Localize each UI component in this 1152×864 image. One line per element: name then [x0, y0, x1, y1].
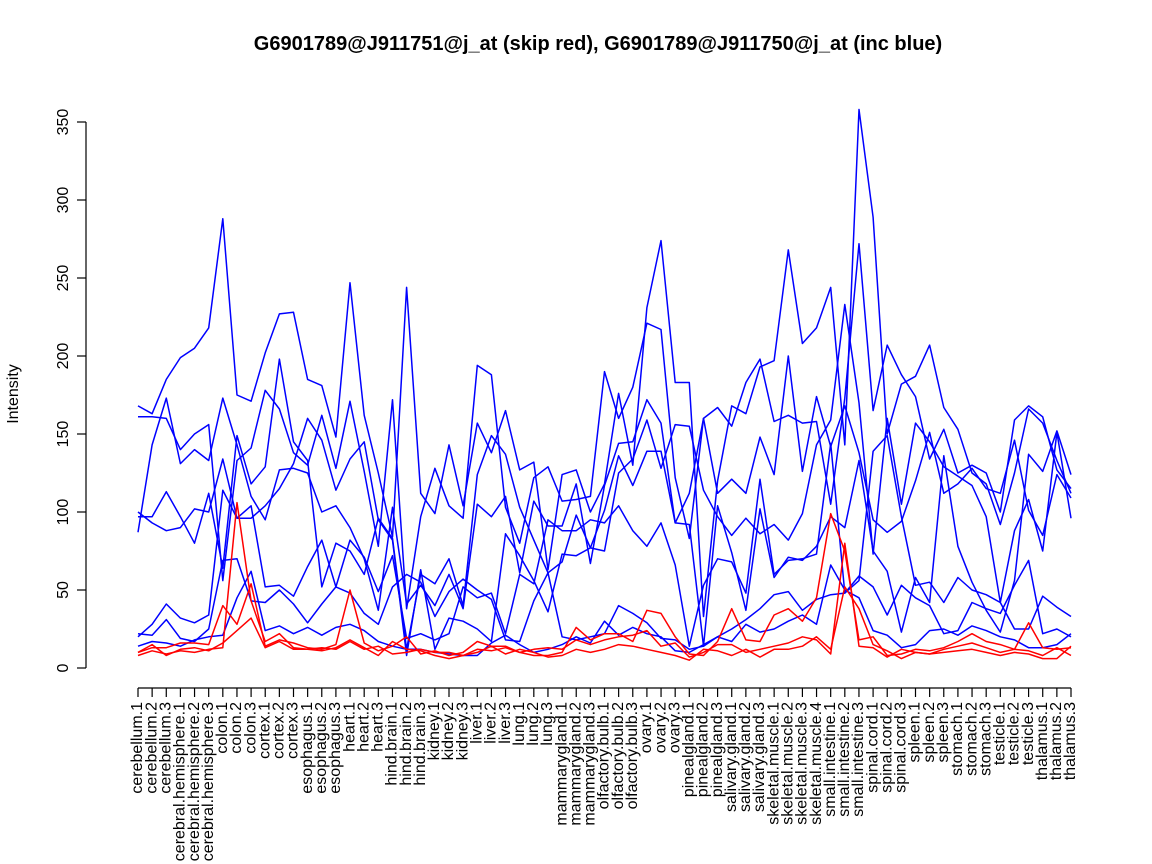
x-tick-label: heart.2 — [355, 702, 372, 752]
x-tick-label: testicle.2 — [1006, 702, 1023, 765]
x-tick-label: ovary.2 — [652, 702, 669, 753]
x-tick-label: olfactory.bulb.1 — [596, 702, 613, 809]
series-line — [137, 558, 1072, 651]
x-tick-label: pinealgland.2 — [695, 702, 712, 797]
y-tick-label: 50 — [55, 581, 72, 599]
y-tick-label: 300 — [55, 187, 72, 214]
series-line — [138, 303, 1072, 651]
x-tick-label: thalamus.1 — [1034, 702, 1051, 780]
series-line — [137, 512, 1072, 657]
x-tick-label: stomach.1 — [949, 702, 966, 776]
series-line — [137, 355, 1072, 612]
series-line — [137, 108, 1072, 618]
x-tick-label: testicle.3 — [1020, 702, 1037, 765]
x-tick-label: cerebellum.3 — [157, 702, 174, 794]
x-tick-label: olfactory.bulb.2 — [610, 702, 627, 809]
x-tick-label: pinealgland.1 — [681, 702, 698, 797]
x-tick-label: cerebellum.1 — [129, 702, 146, 794]
x-tick-label: colon.1 — [214, 702, 231, 754]
x-tick-label: cortex.1 — [256, 702, 273, 759]
x-tick-label: hind.brain.2 — [398, 702, 415, 786]
x-tick-label: spinal.cord.2 — [878, 702, 895, 793]
x-tick-label: colon.2 — [228, 702, 245, 754]
x-tick-label: thalamus.3 — [1062, 702, 1079, 780]
x-tick-label: heart.1 — [341, 702, 358, 752]
x-tick-label: testicle.1 — [992, 702, 1009, 765]
x-tick-label: esophagus.2 — [313, 702, 330, 794]
y-tick-label: 150 — [55, 421, 72, 448]
x-tick-label: kidney.3 — [454, 702, 471, 761]
x-tick-label: mammarygland.1 — [553, 702, 570, 826]
x-tick-label: lung.3 — [539, 702, 556, 746]
x-tick-label: salivary.gland.1 — [723, 702, 740, 812]
x-tick-label: cerebral.hemisphere.1 — [172, 702, 189, 861]
x-tick-label: thalamus.2 — [1048, 702, 1065, 780]
y-tick-label: 350 — [55, 109, 72, 136]
y-tick-label: 100 — [55, 499, 72, 526]
y-axis-label: Intensity — [5, 364, 22, 424]
series-line — [137, 434, 1072, 647]
series-layer — [137, 108, 1072, 661]
x-tick-label: colon.3 — [242, 702, 259, 754]
series-line — [137, 417, 1072, 657]
x-tick-label: lung.2 — [525, 702, 542, 746]
x-tick-label: salivary.gland.3 — [751, 702, 768, 812]
x-tick-label: small.intestine.1 — [822, 702, 839, 817]
y-tick-label: 250 — [55, 265, 72, 292]
x-tick-label: spinal.cord.1 — [864, 702, 881, 793]
x-tick-label: skeletal.muscle.1 — [765, 702, 782, 825]
x-axis: cerebellum.1cerebellum.2cerebellum.3cere… — [129, 687, 1079, 861]
x-tick-label: ovary.1 — [638, 702, 655, 753]
x-tick-label: cerebral.hemisphere.2 — [186, 702, 203, 861]
x-tick-label: mammarygland.2 — [567, 702, 584, 826]
x-tick-label: stomach.2 — [963, 702, 980, 776]
x-tick-label: skeletal.muscle.2 — [779, 702, 796, 825]
x-tick-label: liver.3 — [497, 702, 514, 744]
x-tick-label: spleen.2 — [921, 702, 938, 763]
x-tick-label: cortex.3 — [285, 702, 302, 759]
series-line — [137, 542, 1072, 658]
x-tick-label: spinal.cord.3 — [893, 702, 910, 793]
x-tick-label: ovary.3 — [666, 702, 683, 753]
x-tick-label: cerebellum.2 — [143, 702, 160, 794]
y-axis: 0 50 100 150 200 250 300 350 — [55, 109, 87, 672]
x-tick-label: heart.3 — [370, 702, 387, 752]
x-tick-label: liver.2 — [483, 702, 500, 744]
x-tick-label: kidney.1 — [426, 702, 443, 761]
x-tick-label: esophagus.3 — [327, 702, 344, 794]
x-tick-label: small.intestine.2 — [836, 702, 853, 817]
x-tick-label: lung.1 — [511, 702, 528, 746]
x-tick-label: spleen.1 — [907, 702, 924, 763]
x-tick-label: kidney.2 — [440, 702, 457, 761]
series-line — [137, 564, 1072, 657]
x-tick-label: skeletal.muscle.3 — [794, 702, 811, 825]
x-tick-label: salivary.gland.2 — [737, 702, 754, 812]
x-tick-label: hind.brain.1 — [384, 702, 401, 786]
x-tick-label: olfactory.bulb.3 — [624, 702, 641, 809]
x-tick-label: spleen.3 — [935, 702, 952, 763]
x-tick-label: esophagus.1 — [299, 702, 316, 794]
x-tick-label: hind.brain.3 — [412, 702, 429, 786]
series-line — [138, 242, 1072, 610]
chart-title: G6901789@J911751@j_at (skip red), G69017… — [254, 33, 942, 55]
y-tick-label: 200 — [55, 343, 72, 370]
x-tick-label: cortex.2 — [271, 702, 288, 759]
x-tick-label: mammarygland.3 — [582, 702, 599, 826]
x-tick-label: liver.1 — [468, 702, 485, 744]
x-tick-label: skeletal.muscle.4 — [808, 702, 825, 825]
y-tick-label: 0 — [55, 663, 72, 672]
x-tick-label: stomach.3 — [977, 702, 994, 776]
x-tick-label: pinealgland.3 — [709, 702, 726, 797]
x-tick-label: cerebral.hemisphere.3 — [200, 702, 217, 861]
x-tick-label: small.intestine.3 — [850, 702, 867, 817]
